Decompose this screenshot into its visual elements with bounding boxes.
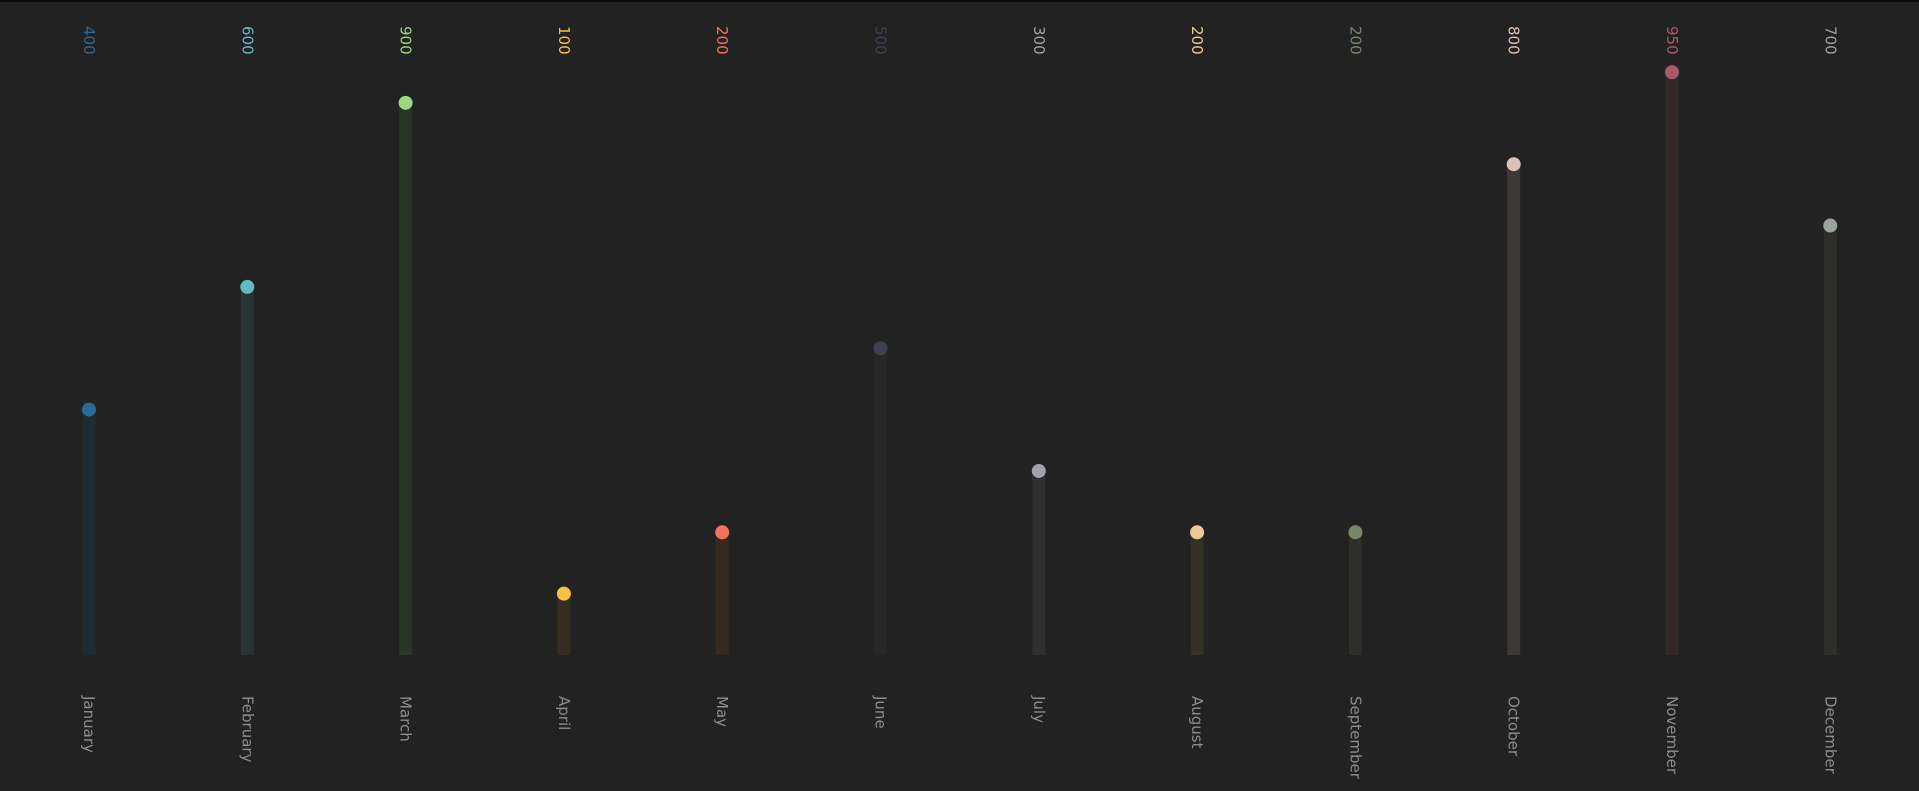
lollipop-stem-may [715, 532, 729, 655]
lollipop-dot-december [1823, 218, 1838, 233]
month-label-november: November [1663, 696, 1681, 775]
lollipop-dot-october [1506, 157, 1521, 172]
lollipop-stem-october [1507, 164, 1521, 655]
lollipop-stem-june [874, 348, 887, 655]
lollipop-stem-november [1665, 72, 1679, 656]
lollipop-dot-november [1665, 65, 1679, 80]
value-label-april: 100 [555, 26, 573, 55]
lollipop-stem-august [1190, 532, 1204, 655]
value-label-august: 200 [1188, 26, 1206, 55]
lollipop-stem-july [1032, 470, 1046, 655]
lollipop-dot-july [1031, 463, 1046, 478]
month-label-october: October [1505, 696, 1523, 757]
month-label-march: March [397, 696, 415, 742]
month-label-september: September [1346, 696, 1364, 780]
month-label-june: June [872, 695, 890, 729]
month-label-april: April [555, 696, 573, 730]
lollipop-dot-march [398, 95, 413, 110]
value-label-july: 300 [1030, 26, 1048, 55]
value-label-may: 200 [713, 26, 731, 55]
lollipop-dot-january [82, 402, 96, 417]
lollipop-stem-december [1823, 225, 1837, 656]
lollipop-dot-august [1190, 525, 1205, 540]
lollipop-dot-june [873, 341, 888, 356]
month-label-february: February [238, 696, 256, 763]
value-label-june: 500 [872, 26, 890, 55]
value-label-january: 400 [80, 26, 98, 55]
lollipop-dot-may [715, 525, 730, 540]
lollipop-stem-september [1348, 532, 1362, 655]
value-label-december: 700 [1821, 26, 1839, 55]
month-label-may: May [713, 696, 731, 727]
value-label-september: 200 [1346, 26, 1364, 55]
lollipop-dot-february [240, 279, 255, 294]
month-label-july: July [1030, 695, 1048, 723]
lollipop-stem-april [557, 593, 571, 655]
value-label-october: 800 [1505, 26, 1523, 55]
lollipop-stem-january [82, 409, 96, 655]
month-label-december: December [1821, 696, 1839, 775]
lollipop-stem-february [240, 286, 254, 655]
value-label-november: 950 [1663, 26, 1681, 55]
lollipop-stem-march [399, 102, 413, 656]
value-label-february: 600 [238, 26, 256, 55]
value-label-march: 900 [397, 26, 415, 55]
month-label-august: August [1188, 696, 1206, 749]
month-label-january: January [80, 695, 98, 753]
lollipop-dot-april [556, 586, 571, 601]
lollipop-dot-september [1348, 525, 1363, 540]
